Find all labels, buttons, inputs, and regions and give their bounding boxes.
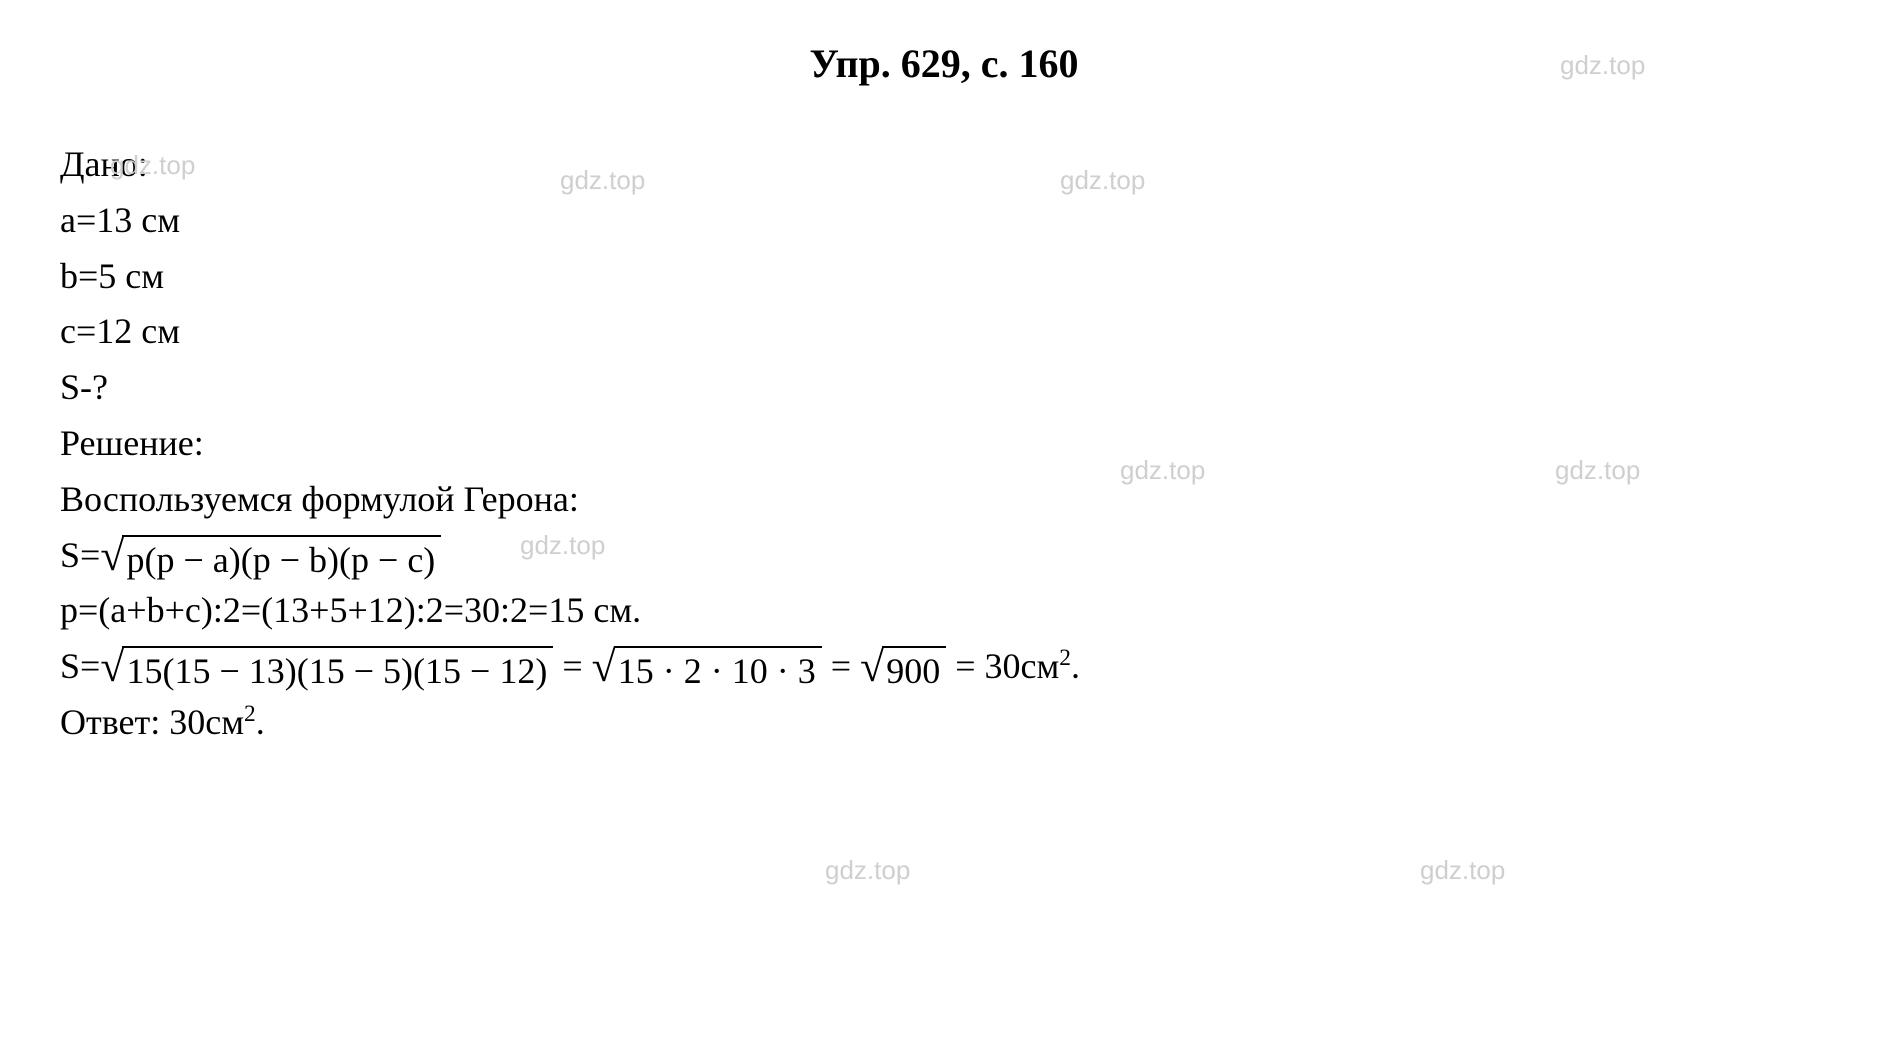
radical-sign-icon: √ [100,648,124,685]
squared-1: 2 [1059,645,1071,671]
s-calculation: S=√15(15 − 13)(15 − 5)(15 − 12) = √15 · … [60,639,1828,695]
equals-2: = [822,646,860,686]
sqrt-step3: √900 [860,646,946,693]
watermark-text: gdz.top [825,855,910,886]
watermark-text: gdz.top [1420,855,1505,886]
exercise-title: Упр. 629, с. 160 [60,40,1828,87]
equals-1: = [553,646,591,686]
radicand-2: 15 · 2 · 10 · 3 [614,646,822,693]
solution-label: Решение: [60,416,1828,472]
s-equals: S= [60,535,100,575]
given-c: c=12 см [60,304,1828,360]
page-root: Упр. 629, с. 160 Дано: a=13 см b=5 см c=… [0,0,1888,1052]
sqrt-step2: √15 · 2 · 10 · 3 [592,646,822,693]
radicand-3: 900 [882,646,946,693]
period-2: . [256,702,265,742]
given-a: a=13 см [60,193,1828,249]
given-label: Дано: [60,137,1828,193]
sqrt-heron: √p(p − a)(p − b)(p − c) [100,535,441,582]
find-s: S-? [60,360,1828,416]
heron-intro: Воспользуемся формулой Герона: [60,472,1828,528]
given-b: b=5 см [60,249,1828,305]
answer-line: Ответ: 30см2. [60,695,1828,751]
radical-sign-icon: √ [860,648,884,685]
radical-sign-icon: √ [100,537,124,574]
radical-sign-icon: √ [592,648,616,685]
answer-text: Ответ: 30см [60,702,244,742]
heron-formula: S=√p(p − a)(p − b)(p − c) [60,528,1828,584]
s-equals-2: S= [60,646,100,686]
equals-result: = 30см [946,646,1059,686]
radicand-1: 15(15 − 13)(15 − 5)(15 − 12) [122,646,553,693]
squared-2: 2 [244,701,256,727]
p-calculation: p=(a+b+c):2=(13+5+12):2=30:2=15 см. [60,583,1828,639]
sqrt-step1: √15(15 − 13)(15 − 5)(15 − 12) [100,646,553,693]
period-1: . [1071,646,1080,686]
heron-radicand: p(p − a)(p − b)(p − c) [122,535,441,582]
